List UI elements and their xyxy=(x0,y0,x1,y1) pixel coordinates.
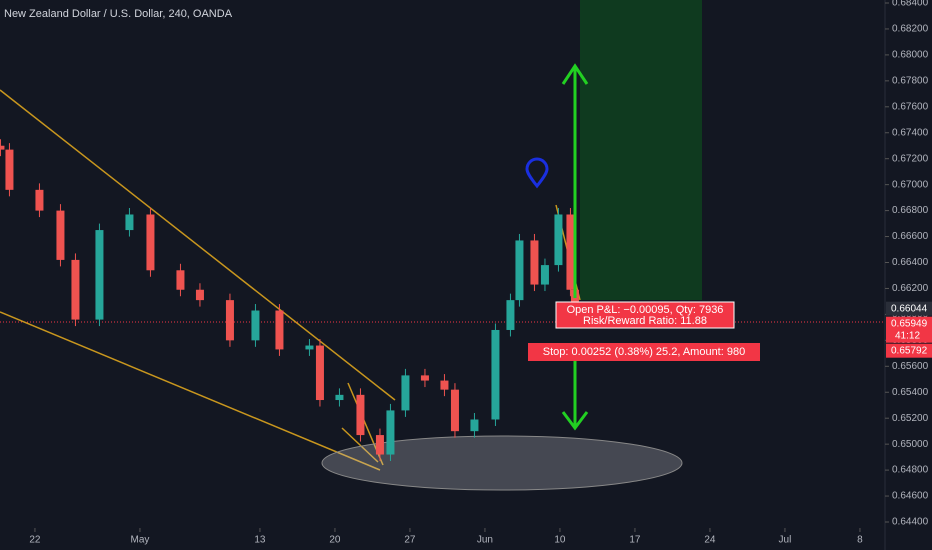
candle-body xyxy=(195,289,204,301)
y-tick-label: 0.64800 xyxy=(892,465,929,476)
stop-box xyxy=(528,343,760,361)
price-label-box xyxy=(886,343,932,358)
x-tick-label: Jul xyxy=(779,535,792,546)
y-tick-label: 0.65400 xyxy=(892,387,929,398)
candle-body xyxy=(401,375,410,411)
candle-body xyxy=(95,230,104,320)
candle-body xyxy=(440,380,449,390)
y-tick-label: 0.68400 xyxy=(892,0,929,9)
candle-body xyxy=(315,345,324,401)
x-tick-label: 8 xyxy=(857,535,863,546)
candle-body xyxy=(275,310,284,350)
x-tick-label: 20 xyxy=(329,535,341,546)
y-tick-label: 0.67200 xyxy=(892,153,929,164)
x-tick-label: Jun xyxy=(477,535,493,546)
y-tick-label: 0.66200 xyxy=(892,283,929,294)
candle-body xyxy=(146,214,155,271)
x-tick-label: 24 xyxy=(704,535,716,546)
y-tick-label: 0.64400 xyxy=(892,517,929,528)
price-label-box xyxy=(886,301,932,316)
y-tick-label: 0.67400 xyxy=(892,127,929,138)
chart-title: New Zealand Dollar / U.S. Dollar, 240, O… xyxy=(4,8,233,20)
candle-body xyxy=(420,375,429,381)
support-zone xyxy=(321,435,683,491)
candle-body xyxy=(56,210,65,260)
candle-body xyxy=(470,419,479,432)
y-tick-label: 0.65000 xyxy=(892,439,929,450)
x-tick-label: 10 xyxy=(554,535,566,546)
candle-body xyxy=(450,389,459,432)
candle-body xyxy=(335,394,344,401)
candle-body xyxy=(356,394,365,436)
y-tick-label: 0.67800 xyxy=(892,75,929,86)
y-tick-label: 0.68000 xyxy=(892,50,929,61)
candle-body xyxy=(305,345,314,350)
x-tick-label: May xyxy=(130,535,149,546)
candle-body xyxy=(225,300,234,341)
y-tick-label: 0.66600 xyxy=(892,231,929,242)
y-tick-label: 0.65600 xyxy=(892,361,929,372)
candle-body xyxy=(491,329,500,420)
y-tick-label: 0.67600 xyxy=(892,101,929,112)
candle-body xyxy=(176,270,185,290)
pnl-label: Open P&L: −0.00095, Qty: 7936 xyxy=(567,304,724,316)
rr-label: Risk/Reward Ratio: 11.88 xyxy=(583,315,707,327)
y-tick-label: 0.66400 xyxy=(892,257,929,268)
x-tick-label: 27 xyxy=(404,535,416,546)
candle-body xyxy=(125,214,134,231)
price-label: 0.66044 xyxy=(891,303,928,314)
y-tick-label: 0.68200 xyxy=(892,24,929,35)
y-tick-label: 0.66800 xyxy=(892,205,929,216)
pin xyxy=(525,157,549,189)
candle-body xyxy=(540,265,549,285)
candle-body xyxy=(386,410,395,455)
x-tick-label: 22 xyxy=(29,535,41,546)
price-label-box xyxy=(886,316,932,343)
position-box xyxy=(555,301,735,329)
candle-body xyxy=(5,149,14,190)
y-tick-label: 0.64600 xyxy=(892,491,929,502)
candle-body xyxy=(251,310,260,341)
x-tick-label: 13 xyxy=(254,535,266,546)
candle-body xyxy=(530,240,539,285)
candle-body xyxy=(375,435,384,455)
candle-body xyxy=(554,214,563,266)
profit-zone xyxy=(580,0,702,300)
price-label: 0.65949 xyxy=(891,318,928,329)
candle-body xyxy=(35,189,44,211)
candle-body xyxy=(566,214,575,290)
candle-body xyxy=(506,300,515,330)
stop-label: Stop: 0.00252 (0.38%) 25.2, Amount: 980 xyxy=(543,346,745,358)
price-label: 0.65792 xyxy=(891,345,928,356)
x-tick-label: 17 xyxy=(629,535,641,546)
candle-body xyxy=(515,240,524,301)
y-tick-label: 0.65200 xyxy=(892,413,929,424)
candle-body xyxy=(71,259,80,320)
candle-body xyxy=(0,145,5,150)
countdown: 41:12 xyxy=(895,330,920,341)
y-tick-label: 0.67000 xyxy=(892,179,929,190)
